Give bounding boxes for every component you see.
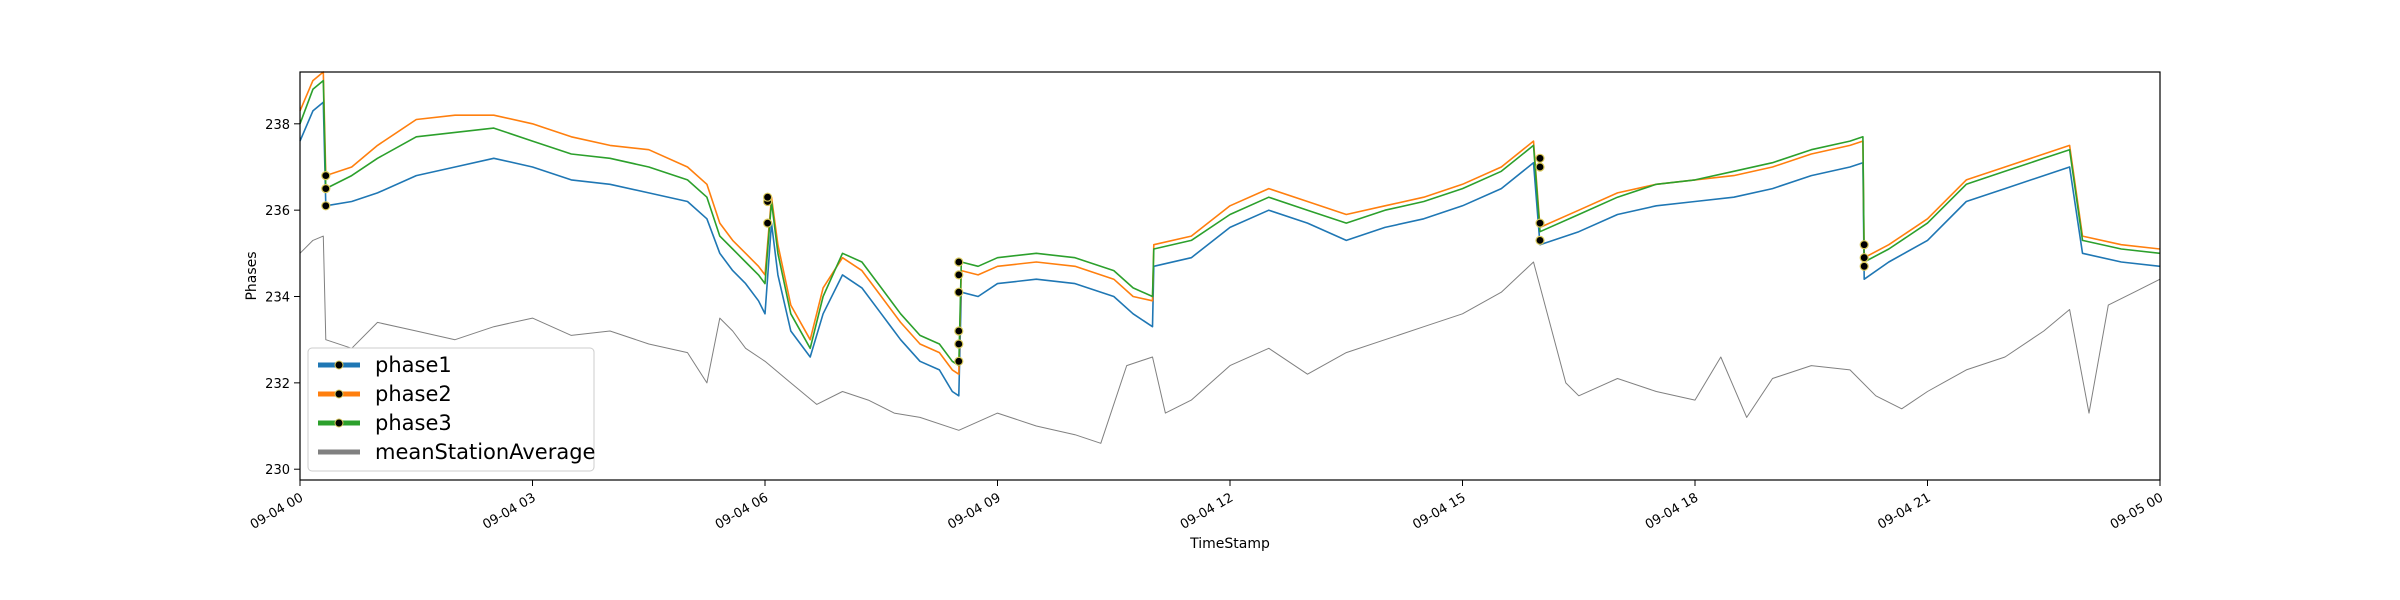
event-marker xyxy=(954,257,964,267)
y-tick-label: 232 xyxy=(265,377,290,392)
event-marker xyxy=(321,201,331,211)
legend-items: phase1 phase2 phase3 meanStationAverage xyxy=(318,353,595,464)
event-marker xyxy=(1859,253,1869,263)
marker-layer xyxy=(321,153,1869,366)
y-axis: 230 232 234 236 238 xyxy=(265,118,300,478)
event-marker xyxy=(954,339,964,349)
event-marker xyxy=(954,270,964,280)
series-layer xyxy=(299,71,2161,444)
x-tick-label: 09-04 15 xyxy=(1410,490,1468,532)
series-line-phase3 xyxy=(299,79,2161,367)
event-marker xyxy=(954,356,964,366)
legend-marker-phase1 xyxy=(334,360,344,370)
event-marker xyxy=(1535,235,1545,245)
event-marker xyxy=(1859,240,1869,250)
event-marker xyxy=(1859,261,1869,271)
legend-marker-phase3 xyxy=(334,418,344,428)
y-tick-label: 236 xyxy=(265,204,290,219)
x-axis: 09-04 00 09-04 03 09-04 06 09-04 09 09-04 12… xyxy=(248,480,2166,533)
y-tick-label: 230 xyxy=(265,463,290,478)
x-axis-label: TimeStamp xyxy=(1189,536,1270,552)
x-tick-label: 09-04 18 xyxy=(1643,490,1701,532)
event-marker xyxy=(762,192,773,202)
legend-marker-phase2 xyxy=(334,389,344,399)
x-tick-label: 09-04 03 xyxy=(480,490,538,532)
series-line-phase1 xyxy=(299,101,2161,397)
legend: phase1 phase2 phase3 meanStationAverage xyxy=(307,347,595,472)
y-tick-label: 238 xyxy=(265,118,290,133)
x-tick-label: 09-04 00 xyxy=(248,490,306,532)
series-line-meanstationaverage xyxy=(299,235,2161,444)
event-marker xyxy=(1535,162,1545,172)
x-tick-label: 09-05 00 xyxy=(2108,490,2166,532)
series-line-phase2 xyxy=(299,71,2161,375)
event-marker xyxy=(1535,218,1545,228)
legend-label-phase3: phase3 xyxy=(375,411,452,435)
x-tick-label: 09-04 21 xyxy=(1875,490,1933,532)
legend-label-meanstationaverage: meanStationAverage xyxy=(375,440,595,464)
x-tick-label: 09-04 06 xyxy=(713,490,771,532)
legend-label-phase2: phase2 xyxy=(375,382,452,406)
event-marker xyxy=(321,171,331,181)
y-tick-label: 234 xyxy=(265,291,290,306)
legend-frame xyxy=(307,347,595,472)
event-marker xyxy=(762,218,773,228)
event-marker xyxy=(954,326,964,336)
y-axis-label: Phases xyxy=(244,251,260,300)
x-tick-label: 09-04 12 xyxy=(1178,490,1236,532)
x-tick-label: 09-04 09 xyxy=(945,490,1003,532)
legend-label-phase1: phase1 xyxy=(375,353,452,377)
event-marker xyxy=(954,287,964,297)
event-marker xyxy=(1535,153,1545,163)
event-marker xyxy=(321,184,331,194)
